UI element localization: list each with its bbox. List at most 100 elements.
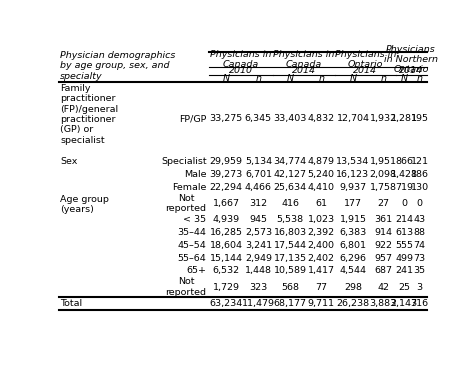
Text: 4,832: 4,832 <box>308 114 335 123</box>
Text: 316: 316 <box>410 299 428 308</box>
Text: 5,134: 5,134 <box>245 157 272 166</box>
Text: 1,281: 1,281 <box>391 114 418 123</box>
Text: Female: Female <box>172 183 207 192</box>
Text: 45–54: 45–54 <box>178 241 207 250</box>
Text: 29,959: 29,959 <box>210 157 243 166</box>
Text: 35–44: 35–44 <box>178 228 207 237</box>
Text: 4,410: 4,410 <box>308 183 335 192</box>
Text: 13,534: 13,534 <box>337 157 370 166</box>
Text: Not
reported: Not reported <box>165 194 207 213</box>
Text: Physician demographics
by age group, sex, and
specialty: Physician demographics by age group, sex… <box>60 51 175 81</box>
Text: 2010: 2010 <box>229 66 253 75</box>
Text: 22,294: 22,294 <box>210 183 243 192</box>
Text: 5,240: 5,240 <box>308 170 335 179</box>
Text: 63,234: 63,234 <box>210 299 243 308</box>
Text: 687: 687 <box>374 266 392 275</box>
Text: 568: 568 <box>281 283 299 291</box>
Text: 2,392: 2,392 <box>308 228 335 237</box>
Text: 2,098: 2,098 <box>370 170 397 179</box>
Text: 3: 3 <box>417 283 423 291</box>
Text: 312: 312 <box>249 199 267 208</box>
Text: 555: 555 <box>395 241 413 250</box>
Text: 35: 35 <box>413 266 426 275</box>
Text: 0: 0 <box>417 199 423 208</box>
Text: 1,448: 1,448 <box>245 266 272 275</box>
Text: N: N <box>349 74 356 83</box>
Text: 42: 42 <box>377 283 389 291</box>
Text: 130: 130 <box>410 183 428 192</box>
Text: 499: 499 <box>395 253 413 263</box>
Text: 2,573: 2,573 <box>245 228 272 237</box>
Text: 65+: 65+ <box>186 266 207 275</box>
Text: 27: 27 <box>377 199 389 208</box>
Text: 195: 195 <box>410 114 428 123</box>
Text: Specialist: Specialist <box>161 157 207 166</box>
Text: 2014: 2014 <box>354 66 377 75</box>
Text: 214: 214 <box>395 215 413 224</box>
Text: 16,803: 16,803 <box>273 228 307 237</box>
Text: n: n <box>255 74 262 83</box>
Text: 2,400: 2,400 <box>308 241 335 250</box>
Text: 2,147: 2,147 <box>391 299 418 308</box>
Text: 6,701: 6,701 <box>245 170 272 179</box>
Text: Physicians in
Canada: Physicians in Canada <box>210 50 272 69</box>
Text: 16,123: 16,123 <box>337 170 370 179</box>
Text: Male: Male <box>184 170 207 179</box>
Text: 39,273: 39,273 <box>210 170 243 179</box>
Text: 4,879: 4,879 <box>308 157 335 166</box>
Text: 2014: 2014 <box>399 66 423 75</box>
Text: 18,604: 18,604 <box>210 241 243 250</box>
Text: 6,296: 6,296 <box>339 253 366 263</box>
Text: 25,634: 25,634 <box>273 183 307 192</box>
Text: 1,932: 1,932 <box>370 114 397 123</box>
Text: 6,345: 6,345 <box>245 114 272 123</box>
Text: 719: 719 <box>395 183 413 192</box>
Text: 4,544: 4,544 <box>339 266 366 275</box>
Text: 10,589: 10,589 <box>273 266 307 275</box>
Text: 4,939: 4,939 <box>213 215 240 224</box>
Text: 15,144: 15,144 <box>210 253 243 263</box>
Text: n: n <box>380 74 386 83</box>
Text: 323: 323 <box>249 283 267 291</box>
Text: 9,937: 9,937 <box>339 183 366 192</box>
Text: 16,285: 16,285 <box>210 228 243 237</box>
Text: Family
practitioner
(FP)/general
practitioner
(GP) or
specialist: Family practitioner (FP)/general practit… <box>60 84 118 145</box>
Text: 3,241: 3,241 <box>245 241 272 250</box>
Text: 6,801: 6,801 <box>339 241 366 250</box>
Text: 613: 613 <box>395 228 413 237</box>
Text: 9,711: 9,711 <box>308 299 335 308</box>
Text: < 35: < 35 <box>183 215 207 224</box>
Text: 33,403: 33,403 <box>273 114 307 123</box>
Text: 6,532: 6,532 <box>213 266 240 275</box>
Text: 55–64: 55–64 <box>178 253 207 263</box>
Text: 957: 957 <box>374 253 392 263</box>
Text: 241: 241 <box>395 266 413 275</box>
Text: 416: 416 <box>281 199 299 208</box>
Text: 68,177: 68,177 <box>273 299 307 308</box>
Text: 121: 121 <box>410 157 428 166</box>
Text: 73: 73 <box>413 253 426 263</box>
Text: 4,466: 4,466 <box>245 183 272 192</box>
Text: 1,417: 1,417 <box>308 266 335 275</box>
Text: 12,704: 12,704 <box>337 114 369 123</box>
Text: 2,402: 2,402 <box>308 253 335 263</box>
Text: Sex: Sex <box>60 157 77 166</box>
Text: N: N <box>401 74 408 83</box>
Text: Physicians in
Ontario: Physicians in Ontario <box>335 50 396 69</box>
Text: 1,023: 1,023 <box>308 215 335 224</box>
Text: 177: 177 <box>344 199 362 208</box>
Text: 33,275: 33,275 <box>210 114 243 123</box>
Text: 26,238: 26,238 <box>337 299 370 308</box>
Text: n: n <box>318 74 324 83</box>
Text: 43: 43 <box>413 215 426 224</box>
Text: 3,883: 3,883 <box>370 299 397 308</box>
Text: 298: 298 <box>344 283 362 291</box>
Text: 11,479: 11,479 <box>242 299 275 308</box>
Text: 1,428: 1,428 <box>391 170 418 179</box>
Text: 186: 186 <box>410 170 428 179</box>
Text: Not
reported: Not reported <box>165 277 207 297</box>
Text: 1,915: 1,915 <box>339 215 366 224</box>
Text: 77: 77 <box>315 283 327 291</box>
Text: 6,383: 6,383 <box>339 228 366 237</box>
Text: 17,544: 17,544 <box>273 241 307 250</box>
